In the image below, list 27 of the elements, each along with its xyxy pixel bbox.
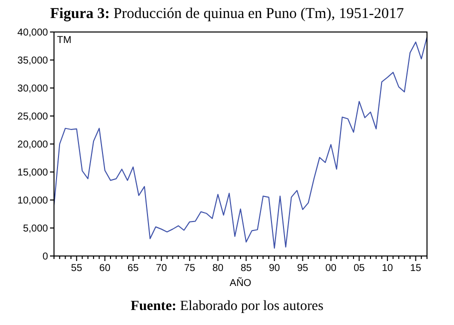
x-tick-label: 65 <box>128 263 140 274</box>
y-tick-label: 40,000 <box>17 28 48 38</box>
line-series <box>54 36 428 249</box>
x-tick-label: 10 <box>382 263 394 274</box>
y-tick-label: 35,000 <box>17 56 48 66</box>
x-tick-label: 90 <box>268 263 280 274</box>
y-axis-title: TM <box>57 35 72 46</box>
y-tick-label: 30,000 <box>17 84 48 94</box>
x-tick-label: 60 <box>99 263 111 274</box>
y-tick-label: 5,000 <box>22 224 48 234</box>
x-tick-label: 95 <box>297 263 309 274</box>
y-tick-label: 0 <box>42 252 48 262</box>
x-tick-label: 55 <box>71 263 83 274</box>
x-tick-label: 00 <box>325 263 337 274</box>
chart-title: Figura 3: Producción de quinua en Puno (Tm), 1951-2017 <box>50 6 404 22</box>
x-tick-label: 05 <box>354 263 366 274</box>
x-tick-label: 15 <box>410 263 422 274</box>
y-tick-label: 10,000 <box>17 196 48 206</box>
y-tick-label: 15,000 <box>17 168 48 178</box>
y-tick-label: 25,000 <box>17 112 48 122</box>
source-note: Fuente: Elaborado por los autores <box>130 299 324 314</box>
x-tick-label: 70 <box>156 263 168 274</box>
x-axis-title: AÑO <box>230 277 252 289</box>
x-tick-label: 75 <box>184 263 196 274</box>
y-tick-label: 20,000 <box>17 140 48 150</box>
x-tick-label: 85 <box>240 263 252 274</box>
x-tick-label: 80 <box>212 263 224 274</box>
